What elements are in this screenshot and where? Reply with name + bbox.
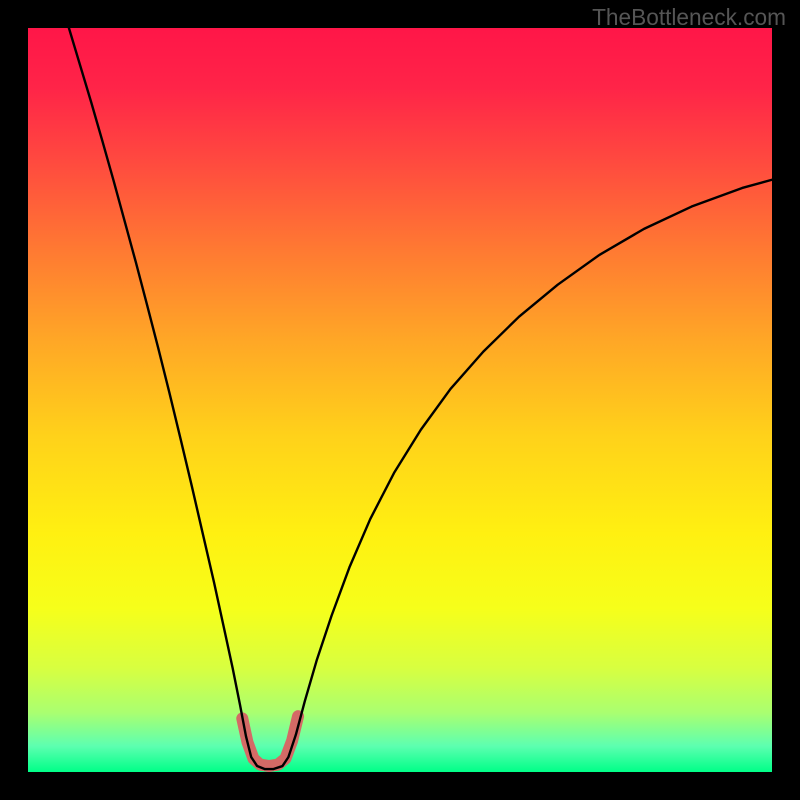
bottleneck-marker xyxy=(242,716,298,766)
curve-overlay xyxy=(0,0,800,800)
stage: TheBottleneck.com xyxy=(0,0,800,800)
bottleneck-curve xyxy=(69,28,772,769)
watermark-text: TheBottleneck.com xyxy=(592,4,786,31)
